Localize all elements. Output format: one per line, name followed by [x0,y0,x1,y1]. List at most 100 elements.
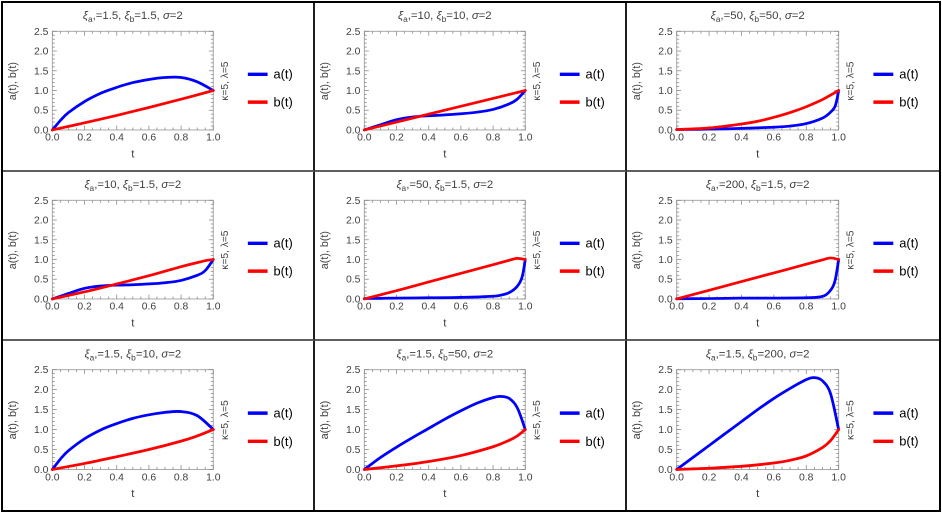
y-tick-label: 2.5 [346,27,361,38]
title-part: 10 [142,348,155,360]
title-part: σ [472,10,480,22]
title-part: , [157,10,163,22]
legend-b-label: b(t) [899,95,918,110]
title-part: = [448,348,455,360]
title-part: 50 [766,10,779,22]
plot-cell: 0.0 0.2 0.4 0.6 0.8 1.0 0.0 0.5 1.0 1.5 2.0 2.5 ξa,=… [315,172,627,341]
y-tick-label: 1.5 [34,235,49,246]
title-part: ξ [749,10,755,22]
curve-a [362,89,527,132]
title-part: ξ [398,10,404,22]
y-tick-label: 0.5 [346,106,361,117]
title-part: ,= [720,10,730,22]
title-part: 200 [764,348,783,360]
title-part: ,= [406,348,416,360]
title-part: b [443,352,448,362]
x-tick-label: 0.8 [174,472,189,483]
title-part: , [155,179,161,191]
plot-frame [363,199,526,300]
x-tick-label: 0.4 [734,472,749,483]
y-tick-label: 0.5 [658,275,673,286]
title-part: 1.5 [104,348,120,360]
title-part: 50 [416,179,429,191]
title-part: , [118,10,124,22]
x-tick-label: 0.8 [799,472,814,483]
title-part: = [134,10,141,22]
y-tick-label: 1.5 [346,235,361,246]
x-tick-label: 1.0 [206,302,221,313]
x-tick-label: 0.6 [767,133,782,144]
title-part: ξ [711,10,717,22]
title-part: ξ [435,179,441,191]
y-tick-label: 0.0 [658,126,673,137]
x-tick-label: 0.4 [734,133,749,144]
title-part: ξ [751,179,757,191]
y-axis-label: a(t), b(t) [631,401,643,440]
title-part: , [745,179,751,191]
x-tick-label: 0.2 [77,472,92,483]
title-part: = [761,179,768,191]
title-part: σ [790,179,798,191]
x-axis-label: t [756,488,760,500]
curve-a [50,258,215,301]
title-part: σ [473,179,481,191]
title-part: = [759,10,766,22]
x-tick-label: 0.4 [422,133,437,144]
title-part: 50 [454,348,467,360]
x-tick-label: 1.0 [518,472,533,483]
title-part: 200 [725,179,744,191]
curve-b [675,428,841,471]
x-tick-label: 0.0 [669,302,684,313]
y-tick-label: 0.0 [658,465,673,476]
legend-b-label: b(t) [274,434,293,449]
y-tick-label: 0.5 [34,275,49,286]
y-axis-label: a(t), b(t) [319,62,331,100]
x-axis-label: t [443,488,447,500]
plot-cell: 0.0 0.2 0.4 0.6 0.8 1.0 0.0 0.5 1.0 1.5 2.0 2.5 ξa,=… [627,341,939,510]
legend-a-label: a(t) [274,236,293,251]
side-parameter-label: κ=5, λ=5 [845,230,856,270]
legend: a(t) b(t) [247,236,293,279]
title-part: = [168,348,175,360]
side-parameter-label: κ=5, λ=5 [220,230,231,270]
side-parameter-label: κ=5, λ=5 [220,400,231,440]
x-tick-label: 0.2 [389,472,404,483]
x-tick-label: 0.4 [422,302,437,313]
side-parameter-label: κ=5, λ=5 [532,400,543,440]
y-tick-label: 0.0 [34,126,49,137]
plot-svg: 0.0 0.2 0.4 0.6 0.8 1.00.00.51.01.52.02.5ξa,=… [631,10,919,160]
x-axis-label: t [131,488,135,500]
title-part: σ [473,348,481,360]
title-part: ,= [406,179,416,191]
y-tick-label: 2.0 [34,47,49,58]
legend-b-label: b(t) [586,95,605,110]
title-part: , [117,179,123,191]
x-tick-label: 0.8 [174,133,189,144]
title-part: 1.5 [451,179,467,191]
title-part: , [155,348,161,360]
title-part: = [133,179,140,191]
title-part: , [467,179,473,191]
title-part: , [741,348,747,360]
title-part: a [711,183,716,193]
curve-b [50,89,215,132]
curve-a [362,258,527,300]
x-tick-label: 0.4 [110,133,125,144]
x-tick-label: 0.0 [669,133,684,144]
legend-a-label: a(t) [899,406,918,421]
title-part: ,= [94,348,104,360]
x-axis-label: t [756,148,760,160]
curve-b [50,428,215,471]
plot-cell: 0.0 0.2 0.4 0.6 0.8 1.0 0.0 0.5 1.0 1.5 2.0 2.5 ξa,=… [627,3,939,172]
curve-a [50,410,215,471]
x-tick-label: 0.6 [454,302,469,313]
y-tick-label: 0.0 [346,465,361,476]
title-part: σ [161,179,169,191]
plot-svg: 0.0 0.2 0.4 0.6 0.8 1.00.00.51.01.52.02.5ξa,=… [7,10,293,160]
side-parameter-label: κ=5, λ=5 [532,61,543,101]
y-tick-label: 2.0 [346,216,361,227]
plot-cell: 0.0 0.2 0.4 0.6 0.8 1.0 0.0 0.5 1.0 1.5 2.0 2.5 ξa,=… [315,3,627,172]
title-part: a [403,14,408,24]
